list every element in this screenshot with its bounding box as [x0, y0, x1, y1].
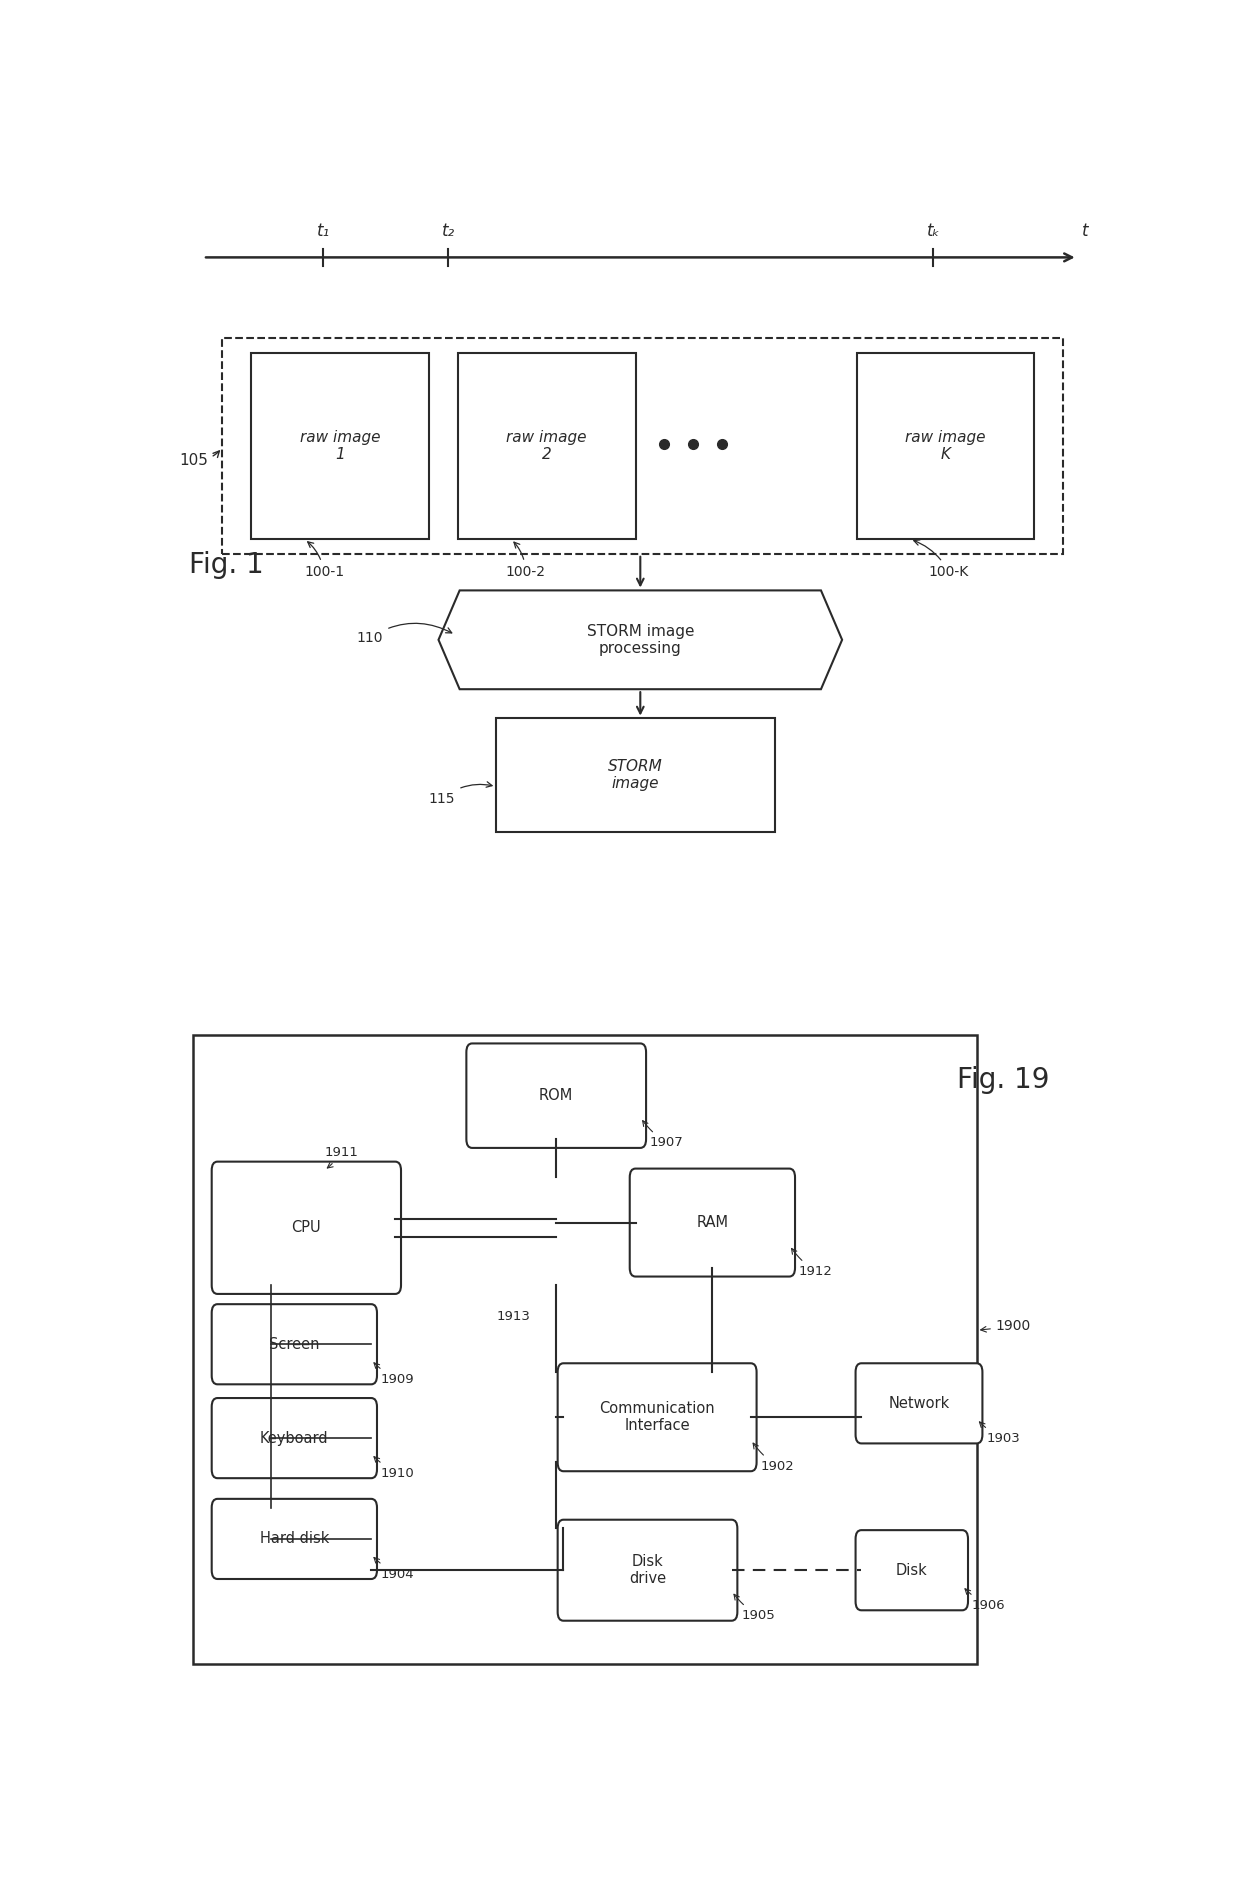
- Text: Communication
Interface: Communication Interface: [599, 1401, 715, 1433]
- FancyBboxPatch shape: [466, 1044, 646, 1148]
- Text: 1911: 1911: [324, 1146, 358, 1167]
- Polygon shape: [439, 591, 842, 690]
- Text: 1910: 1910: [374, 1456, 414, 1479]
- Text: ROM: ROM: [539, 1087, 573, 1103]
- Text: 1904: 1904: [374, 1557, 414, 1580]
- Text: 1909: 1909: [374, 1363, 414, 1386]
- Text: STORM
image: STORM image: [608, 758, 663, 791]
- Text: 110: 110: [357, 624, 451, 644]
- Text: Hard disk: Hard disk: [259, 1532, 329, 1546]
- Text: 105: 105: [179, 451, 219, 468]
- FancyBboxPatch shape: [212, 1498, 377, 1580]
- Text: tₖ: tₖ: [926, 222, 940, 240]
- FancyBboxPatch shape: [856, 1530, 968, 1610]
- Text: CPU: CPU: [291, 1220, 321, 1236]
- Bar: [496, 719, 775, 833]
- FancyBboxPatch shape: [212, 1162, 401, 1295]
- Text: Disk: Disk: [897, 1563, 928, 1578]
- Text: Fig. 1: Fig. 1: [188, 551, 263, 580]
- Text: Fig. 19: Fig. 19: [957, 1066, 1050, 1095]
- Text: raw image
K: raw image K: [905, 430, 986, 462]
- Text: 1905: 1905: [734, 1595, 775, 1622]
- FancyBboxPatch shape: [856, 1363, 982, 1443]
- Text: Network: Network: [888, 1395, 950, 1411]
- Text: STORM image
processing: STORM image processing: [587, 624, 694, 656]
- FancyBboxPatch shape: [212, 1397, 377, 1479]
- Text: Disk
drive: Disk drive: [629, 1553, 666, 1587]
- Text: t: t: [1083, 222, 1089, 240]
- Text: raw image
1: raw image 1: [300, 430, 381, 462]
- Text: Keyboard: Keyboard: [260, 1431, 329, 1445]
- Text: 1906: 1906: [965, 1589, 1006, 1612]
- FancyBboxPatch shape: [558, 1363, 756, 1471]
- Text: RAM: RAM: [697, 1215, 728, 1230]
- Text: 100-2: 100-2: [506, 542, 546, 578]
- Bar: [250, 352, 429, 540]
- FancyBboxPatch shape: [212, 1304, 377, 1384]
- Bar: [857, 352, 1034, 540]
- Text: 100-K: 100-K: [914, 540, 968, 578]
- Bar: [222, 338, 1063, 553]
- Text: 1902: 1902: [753, 1443, 794, 1473]
- Text: 1903: 1903: [980, 1422, 1021, 1445]
- FancyBboxPatch shape: [630, 1169, 795, 1277]
- Text: raw image
2: raw image 2: [506, 430, 587, 462]
- Bar: [193, 1034, 977, 1663]
- Text: t₂: t₂: [441, 222, 455, 240]
- Text: 1907: 1907: [642, 1122, 683, 1150]
- Text: 1912: 1912: [791, 1249, 833, 1277]
- Text: Screen: Screen: [269, 1336, 320, 1352]
- FancyBboxPatch shape: [558, 1519, 738, 1622]
- Text: 115: 115: [429, 781, 492, 806]
- Text: t₁: t₁: [316, 222, 330, 240]
- Text: 1900: 1900: [981, 1319, 1032, 1333]
- Text: 1913: 1913: [496, 1310, 529, 1323]
- Text: 100-1: 100-1: [304, 542, 343, 578]
- Bar: [458, 352, 635, 540]
